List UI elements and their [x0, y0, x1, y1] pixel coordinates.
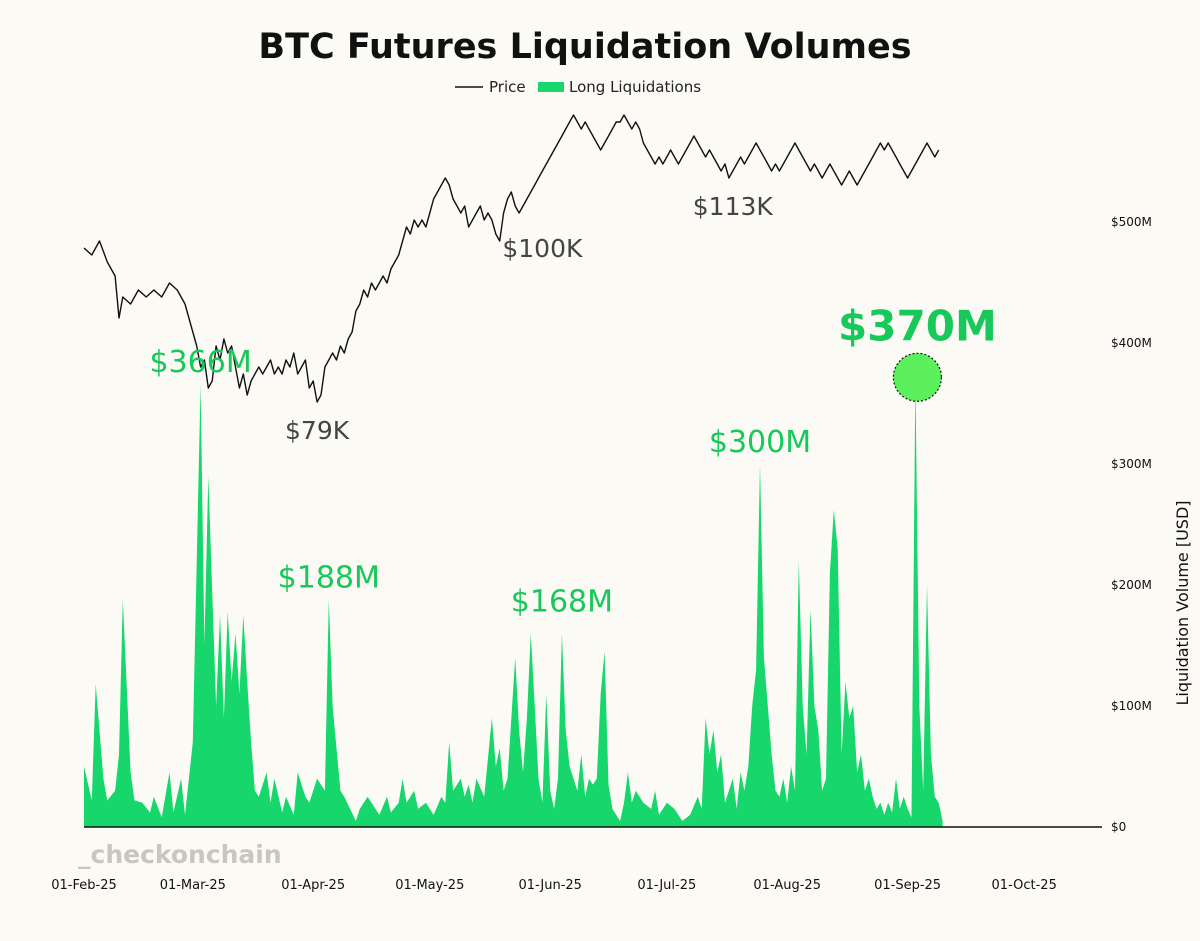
y-tick-label: $400M: [1111, 336, 1152, 350]
x-tick-label: 01-Sep-25: [874, 878, 941, 893]
long-liquidations-area: [84, 379, 943, 827]
legend: Price Long Liquidations: [455, 78, 701, 96]
y-axis: $0 $100M $200M $300M $400M $500M: [1111, 215, 1152, 834]
liquidation-peak-label: $366M: [149, 345, 251, 380]
x-tick-label: 01-Jun-25: [518, 878, 582, 893]
x-tick-label: 01-Mar-25: [160, 878, 226, 893]
y-tick-label: $0: [1111, 820, 1126, 834]
liquidation-peak-label: $300M: [709, 425, 811, 460]
y-tick-label: $200M: [1111, 578, 1152, 592]
liquidation-peak-label: $370M: [838, 301, 997, 350]
annotation-layer: $366M $188M $168M $300M $370M $79K $100K $113K: [149, 192, 996, 620]
legend-price-label: Price: [489, 78, 526, 96]
x-tick-label: 01-May-25: [395, 878, 464, 893]
x-tick-label: 01-Jul-25: [637, 878, 696, 893]
x-tick-label: 01-Aug-25: [753, 878, 821, 893]
peak-highlight-circle: [892, 352, 943, 402]
y-tick-label: $300M: [1111, 457, 1152, 471]
liquidation-area-layer: [84, 379, 943, 827]
chart-title: BTC Futures Liquidation Volumes: [258, 27, 911, 67]
y-tick-label: $100M: [1111, 699, 1152, 713]
price-level-label: $79K: [285, 416, 350, 445]
price-level-label: $113K: [693, 192, 774, 221]
legend-liquidation-swatch: [538, 82, 564, 92]
x-tick-label: 01-Oct-25: [992, 878, 1057, 893]
price-line: [83, 114, 940, 403]
watermark: _checkonchain: [78, 840, 282, 869]
x-tick-label: 01-Apr-25: [281, 878, 345, 893]
y-tick-label: $500M: [1111, 215, 1152, 229]
y-axis-label: Liquidation Volume [USD]: [1173, 500, 1192, 705]
liquidation-peak-label: $168M: [511, 585, 613, 620]
x-tick-label: 01-Feb-25: [51, 878, 116, 893]
liquidation-peak-label: $188M: [278, 561, 380, 596]
x-axis: 01-Feb-25 01-Mar-25 01-Apr-25 01-May-25 01-J…: [51, 878, 1057, 893]
legend-liquidation-label: Long Liquidations: [569, 78, 701, 96]
price-level-label: $100K: [502, 234, 583, 263]
price-line-layer: [83, 114, 940, 403]
